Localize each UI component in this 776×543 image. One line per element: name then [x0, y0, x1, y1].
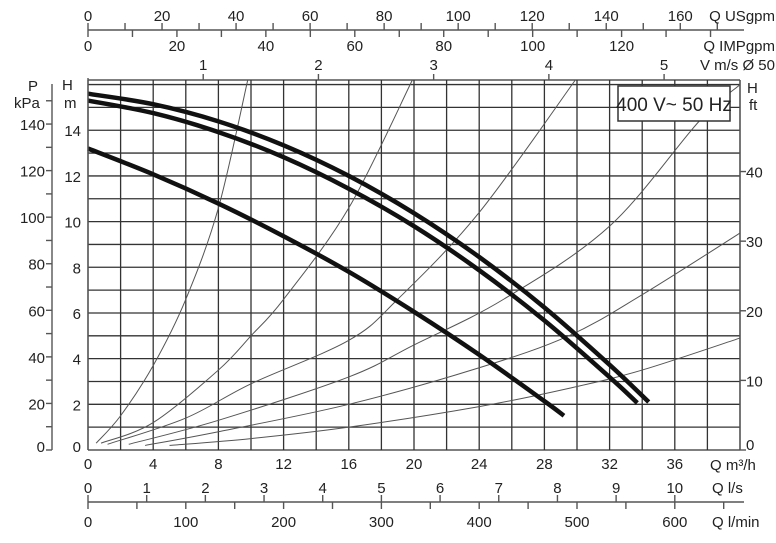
- pump-curve-1: [87, 91, 651, 404]
- system-curve-1: [95, 79, 249, 444]
- y-tick-label-m: 6: [73, 306, 81, 323]
- pressure-tick-label: 140: [20, 117, 45, 134]
- lmin-tick-label: 300: [369, 514, 394, 531]
- axes: 02468101214Hm020406080100120140PkPa01020…: [14, 8, 775, 531]
- pressure-axis-unit: kPa: [14, 95, 41, 112]
- system-curves: [95, 79, 741, 446]
- usgpm-tick-label: 40: [228, 8, 245, 25]
- pressure-tick-label: 120: [20, 164, 45, 181]
- x-tick-label-m3h: 24: [471, 456, 488, 473]
- x-tick-label-m3h: 32: [601, 456, 618, 473]
- y-tick-label-m: 2: [73, 397, 81, 414]
- ls-axis-label: Q l/s: [712, 480, 743, 497]
- system-curve-4: [128, 84, 741, 445]
- impgpm-tick-label: 60: [346, 38, 363, 55]
- pressure-tick-label: 100: [20, 210, 45, 227]
- impgpm-tick-label: 20: [169, 38, 186, 55]
- usgpm-axis-label: Q USgpm: [709, 8, 775, 25]
- usgpm-tick-label: 0: [84, 8, 92, 25]
- velocity-axis-label: V m/s Ø 50: [700, 57, 775, 74]
- ls-tick-label: 3: [260, 480, 268, 497]
- velocity-tick-label: 1: [199, 57, 207, 74]
- y-axis-unit-m: m: [64, 95, 77, 112]
- x-tick-label-m3h: 0: [84, 456, 92, 473]
- usgpm-tick-label: 140: [594, 8, 619, 25]
- ft-tick-label: 30: [746, 234, 763, 251]
- impgpm-tick-label: 120: [609, 38, 634, 55]
- annotation-text: 400 V~ 50 Hz: [616, 95, 732, 116]
- lmin-tick-label: 0: [84, 514, 92, 531]
- ft-axis-label-h: H: [747, 80, 758, 97]
- usgpm-tick-label: 60: [302, 8, 319, 25]
- y-tick-label-m: 14: [64, 123, 81, 140]
- pump-curves: [87, 91, 651, 418]
- voltage-annotation: 400 V~ 50 Hz: [616, 85, 732, 122]
- pump-curve-3: [87, 146, 566, 418]
- impgpm-axis-label: Q IMPgpm: [703, 38, 775, 55]
- y-axis-label-h: H: [62, 77, 73, 94]
- ft-tick-label: 40: [746, 165, 763, 182]
- usgpm-tick-label: 100: [446, 8, 471, 25]
- velocity-tick-label: 4: [545, 57, 553, 74]
- ft-tick-label: 20: [746, 304, 763, 321]
- ft-tick-label: 10: [746, 373, 763, 390]
- pressure-tick-label: 0: [37, 439, 45, 456]
- ft-tick-label: 0: [746, 437, 754, 454]
- x-tick-label-m3h: 4: [149, 456, 157, 473]
- velocity-tick-label: 5: [660, 57, 668, 74]
- annotation-box: [617, 85, 731, 122]
- lmin-tick-label: 200: [271, 514, 296, 531]
- x-tick-label-m3h: 36: [666, 456, 683, 473]
- y-tick-label-m: 8: [73, 260, 81, 277]
- pressure-tick-label: 60: [28, 303, 45, 320]
- x-tick-label-m3h: 12: [275, 456, 292, 473]
- system-curve-6: [169, 337, 741, 446]
- y-tick-label-m: 0: [73, 439, 81, 456]
- ls-tick-label: 6: [436, 480, 444, 497]
- usgpm-tick-label: 120: [520, 8, 545, 25]
- x-tick-label-m3h: 16: [340, 456, 357, 473]
- system-curve-5: [144, 232, 741, 446]
- ls-tick-label: 8: [553, 480, 561, 497]
- usgpm-tick-label: 80: [376, 8, 393, 25]
- impgpm-tick-label: 0: [84, 38, 92, 55]
- pump-curve-2: [87, 98, 639, 405]
- x-tick-label-m3h: 28: [536, 456, 553, 473]
- ls-tick-label: 1: [143, 480, 151, 497]
- lmin-tick-label: 500: [564, 514, 589, 531]
- ls-tick-label: 5: [377, 480, 385, 497]
- impgpm-tick-label: 40: [258, 38, 275, 55]
- y-tick-label-m: 10: [64, 215, 81, 232]
- ls-tick-label: 9: [612, 480, 620, 497]
- usgpm-tick-label: 20: [154, 8, 171, 25]
- x-axis-label: Q m³/h: [710, 457, 756, 474]
- ls-tick-label: 7: [495, 480, 503, 497]
- x-tick-label-m3h: 20: [406, 456, 423, 473]
- velocity-tick-label: 3: [429, 57, 437, 74]
- y-tick-label-m: 12: [64, 169, 81, 186]
- pressure-axis-label: P: [28, 78, 38, 95]
- lmin-axis-label: Q l/min: [712, 514, 760, 531]
- ft-axis-unit: ft: [749, 97, 758, 114]
- lmin-tick-label: 100: [173, 514, 198, 531]
- x-tick-label-m3h: 8: [214, 456, 222, 473]
- ls-tick-label: 0: [84, 480, 92, 497]
- ls-tick-label: 4: [319, 480, 327, 497]
- lmin-tick-label: 400: [467, 514, 492, 531]
- velocity-tick-label: 2: [314, 57, 322, 74]
- ls-tick-label: 2: [201, 480, 209, 497]
- pressure-tick-label: 80: [28, 257, 45, 274]
- lmin-tick-label: 600: [662, 514, 687, 531]
- y-tick-label-m: 4: [73, 352, 81, 369]
- ls-tick-label: 10: [666, 480, 683, 497]
- impgpm-tick-label: 80: [435, 38, 452, 55]
- impgpm-tick-label: 100: [520, 38, 545, 55]
- system-curve-3: [107, 79, 576, 445]
- usgpm-tick-label: 160: [668, 8, 693, 25]
- pressure-tick-label: 20: [28, 396, 45, 413]
- pressure-tick-label: 40: [28, 350, 45, 367]
